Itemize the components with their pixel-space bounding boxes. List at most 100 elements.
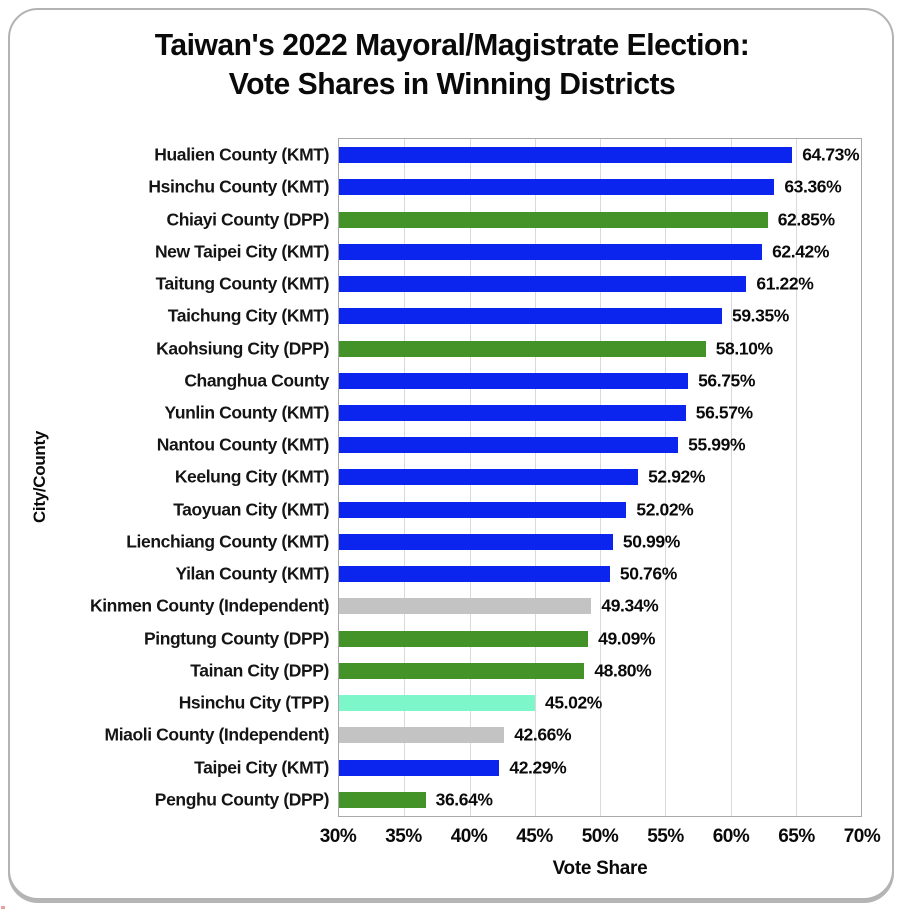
bar [339,566,610,583]
bar [339,727,505,744]
bar-row: Pingtung County (DPP) 49.09% [144,623,861,655]
bar [339,308,723,325]
bar [339,630,589,647]
category-label: Miaoli County (Independent) [104,724,330,745]
value-label: 49.09% [598,628,656,649]
bar-row: Chiayi County (DPP) 62.85% [166,203,861,235]
x-tick-label: 70% [843,826,881,847]
category-label: Kaohsiung City (DPP) [156,338,329,359]
bar-row: Taoyuan City (KMT) 52.02% [173,494,861,526]
x-tick-label: 65% [778,826,815,847]
category-label: Hsinchu County (KMT) [148,176,329,197]
category-label: Penghu County (DPP) [154,789,330,810]
category-label: Changhua County [184,370,329,391]
gridline [730,139,732,816]
bar-row: Changhua County 56.75% [184,365,861,397]
category-label: Chiayi County (DPP) [166,209,329,230]
bar-row: Kaohsiung City (DPP) 58.10% [156,332,861,364]
value-label: 61.22% [756,273,814,294]
bar-row: Kinmen County (Independent) 49.34% [90,590,861,622]
bar-row: Tainan City (DPP) 48.80% [190,655,861,687]
value-label: 63.36% [784,176,842,197]
category-label: Yilan County (KMT) [175,563,329,584]
value-label: 48.80% [594,660,652,681]
x-tick-label: 45% [516,826,553,847]
bar-row: Taitung County (KMT) 61.22% [156,268,861,300]
bar-row: Keelung City (KMT) 52.92% [175,461,861,493]
bar-row: Yilan County (KMT) 50.76% [175,558,861,590]
x-axis-ticks: 30% 35% 40% 45% 50% 55% 60% 65% 70% [320,826,881,850]
bar-row: Hsinchu City (TPP) 45.02% [179,687,861,719]
x-tick-label: 50% [581,826,619,847]
chart-title-line-2: Vote Shares in Winning Districts [228,66,676,101]
bar-row: New Taipei City (KMT) 62.42% [155,236,861,268]
value-label: 42.29% [509,757,567,778]
category-label: Nantou County (KMT) [156,434,330,455]
value-label: 55.99% [688,434,746,455]
category-label: New Taipei City (KMT) [154,241,329,262]
bar-row: Hualien County (KMT) 64.73% [154,139,861,171]
value-label: 50.76% [619,563,677,584]
y-axis-label: City/County [30,430,49,524]
x-tick-label: 55% [647,826,684,847]
bar [339,243,763,260]
category-label: Kinmen County (Independent) [89,595,329,616]
category-label: Hualien County (KMT) [154,144,329,165]
category-label: Tainan City (DPP) [190,660,329,681]
value-label: 62.42% [772,241,830,262]
value-label: 42.66% [514,724,572,745]
bar [339,533,613,550]
bar [339,211,768,228]
bar [339,501,627,518]
gridline [795,139,797,816]
category-label: Taitung County (KMT) [155,273,330,294]
value-label: 64.73% [802,144,860,165]
bar [339,179,775,196]
value-label: 56.57% [695,402,753,423]
value-label: 36.64% [435,789,493,810]
chart-title-line-1: Taiwan's 2022 Mayoral/Magistrate Electio… [154,27,750,62]
value-label: 49.34% [601,595,659,616]
category-label: Hsinchu City (TPP) [178,692,330,713]
plot-area: Hualien County (KMT) 64.73% Hsinchu County… [90,138,862,817]
artifact-dot [1,906,5,909]
bar [339,598,592,615]
value-label: 45.02% [545,692,602,713]
x-tick-label: 40% [450,826,488,847]
bar-row: Yunlin County (KMT) 56.57% [165,397,861,429]
bar-row: Nantou County (KMT) 55.99% [157,429,861,461]
bar-row: Taipei City (KMT) 42.29% [194,752,861,784]
category-label: Taichung City (KMT) [167,305,330,326]
bar [339,276,747,293]
bar-row: Miaoli County (Independent) 42.66% [105,719,861,751]
bar [339,147,793,164]
bar-row: Penghu County (DPP) 36.64% [155,784,861,816]
x-tick-label: 30% [319,826,357,847]
bar [339,340,706,357]
x-tick-label: 60% [712,826,750,847]
value-label: 56.75% [698,370,756,391]
value-label: 58.10% [715,338,773,359]
x-tick-label: 35% [385,826,422,847]
value-label: 52.92% [648,466,706,487]
category-label: Keelung City (KMT) [174,466,330,487]
category-label: Taoyuan City (KMT) [173,499,329,520]
category-label: Lienchiang County (KMT) [126,531,329,552]
bar [339,662,585,679]
category-label: Taipei City (KMT) [194,757,329,778]
x-axis-label: Vote Share [552,858,648,879]
bar [339,372,689,389]
value-label: 50.99% [622,531,680,552]
category-label: Pingtung County (DPP) [143,628,329,649]
bar [339,695,535,712]
bar [339,405,686,421]
bar-row: Lienchiang County (KMT) 50.99% [126,526,861,558]
value-label: 62.85% [777,209,835,230]
bar [339,469,639,486]
bar-row: Taichung City (KMT) 59.35% [168,300,861,332]
bar [339,437,679,454]
gridline [665,139,667,816]
bar-row: Hsinchu County (KMT) 63.36% [148,171,861,203]
value-label: 52.02% [636,499,694,520]
